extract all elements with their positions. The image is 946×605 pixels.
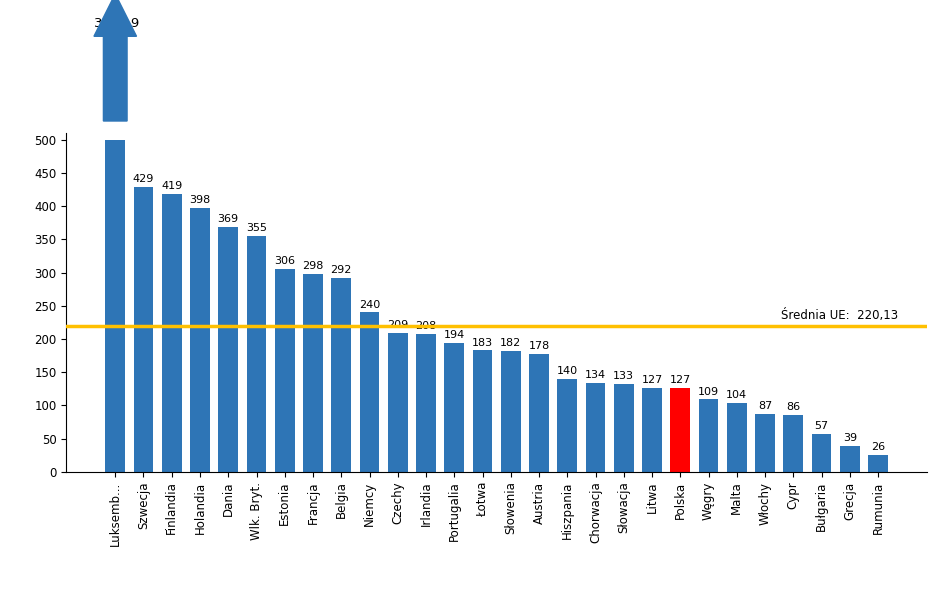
Text: 240: 240 — [359, 300, 380, 310]
Bar — [219, 227, 238, 472]
Text: 109: 109 — [698, 387, 719, 397]
Bar — [614, 384, 634, 472]
Bar — [868, 454, 888, 472]
Text: 86: 86 — [786, 402, 800, 412]
Bar — [162, 194, 182, 472]
Text: 134: 134 — [585, 370, 606, 380]
Text: 306: 306 — [274, 256, 295, 266]
Text: 87: 87 — [758, 402, 772, 411]
Bar — [473, 350, 493, 472]
Bar — [671, 388, 691, 472]
Text: 355: 355 — [246, 223, 267, 234]
Bar — [133, 187, 153, 472]
Text: 194: 194 — [444, 330, 464, 341]
Text: 182: 182 — [500, 338, 521, 348]
Bar — [388, 333, 408, 472]
Bar — [727, 403, 746, 472]
Text: 292: 292 — [330, 265, 352, 275]
Text: 209: 209 — [387, 321, 409, 330]
Bar — [105, 140, 125, 472]
Text: Średnia UE:  220,13: Średnia UE: 220,13 — [780, 309, 898, 322]
Text: 140: 140 — [556, 366, 578, 376]
Bar — [303, 274, 323, 472]
Text: 26: 26 — [871, 442, 885, 452]
Bar — [190, 208, 210, 472]
Text: 183: 183 — [472, 338, 493, 348]
Bar — [445, 343, 464, 472]
Text: 419: 419 — [161, 181, 183, 191]
Text: 369: 369 — [218, 214, 238, 224]
Text: 133: 133 — [613, 371, 634, 381]
Bar — [557, 379, 577, 472]
Bar — [529, 354, 549, 472]
Text: 127: 127 — [670, 375, 691, 385]
Bar — [331, 278, 351, 472]
Text: 57: 57 — [815, 421, 829, 431]
Text: 3580,9: 3580,9 — [94, 18, 140, 30]
Bar — [586, 383, 605, 472]
Bar — [275, 269, 294, 472]
Bar — [642, 388, 662, 472]
Text: 178: 178 — [529, 341, 550, 351]
Bar — [500, 351, 520, 472]
Bar — [359, 312, 379, 472]
Text: 298: 298 — [303, 261, 324, 271]
Text: 429: 429 — [132, 174, 154, 185]
Bar — [416, 334, 436, 472]
Text: 39: 39 — [843, 433, 857, 443]
Bar — [699, 399, 718, 472]
Bar — [783, 415, 803, 472]
Bar — [755, 414, 775, 472]
Text: 104: 104 — [727, 390, 747, 400]
Bar — [247, 236, 267, 472]
Text: 398: 398 — [189, 195, 211, 205]
Text: 127: 127 — [641, 375, 662, 385]
Text: 208: 208 — [415, 321, 437, 331]
Bar — [840, 446, 860, 472]
Bar — [812, 434, 832, 472]
